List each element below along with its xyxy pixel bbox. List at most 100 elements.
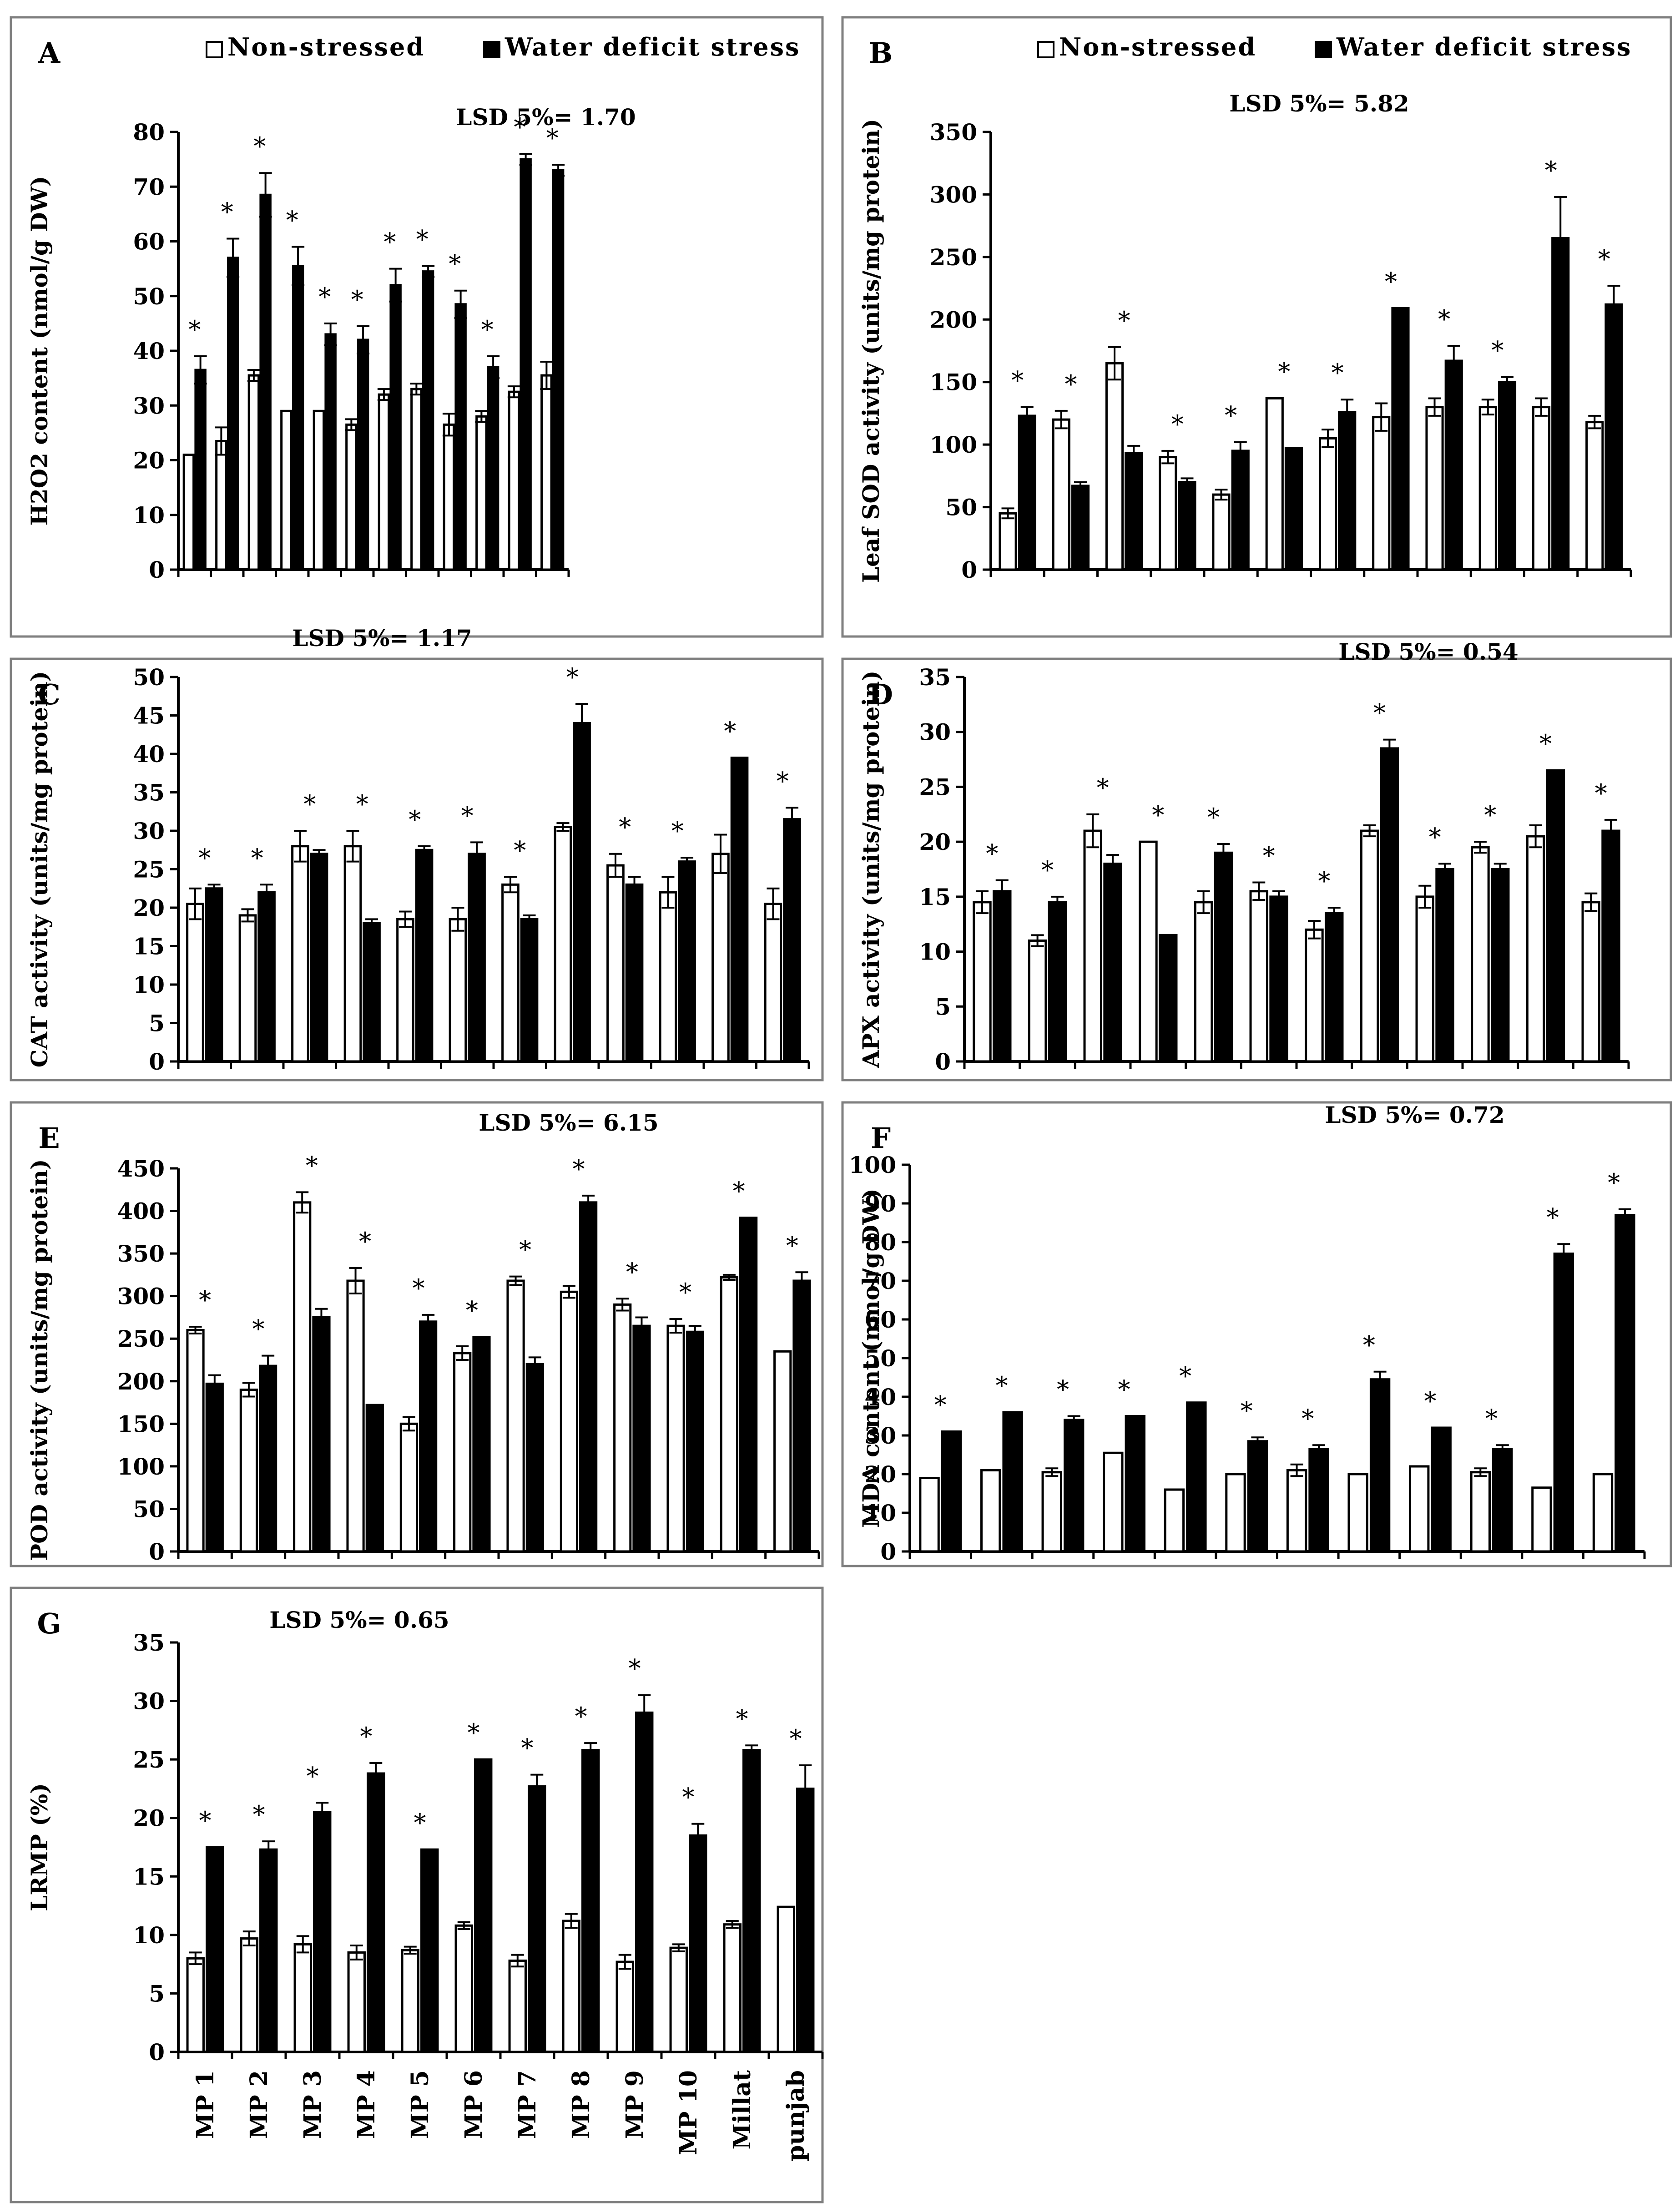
y-tick-label: 35	[133, 1629, 165, 1656]
panel-letter: E	[38, 1122, 60, 1155]
bar-water-deficit-9	[1435, 868, 1454, 1063]
panel-letter: F	[871, 1122, 891, 1155]
significance-star: *	[252, 1315, 265, 1344]
y-axis-label: APX activity (units/mg protein)	[858, 671, 884, 1069]
y-tick-label: 5	[149, 1010, 165, 1037]
bar-non-stressed-4	[1159, 456, 1177, 571]
significance-star: *	[1545, 156, 1557, 185]
y-tick-label: 150	[117, 1410, 165, 1437]
significance-star: *	[253, 132, 266, 161]
bar-water-deficit-3	[1125, 452, 1143, 571]
y-tick-label: 5	[935, 993, 951, 1020]
bar-water-deficit-10	[487, 366, 499, 571]
significance-star: *	[934, 1391, 947, 1420]
lsd-label: LSD 5%= 0.72	[1325, 1101, 1504, 1128]
panel-letter: A	[38, 36, 61, 70]
significance-star: *	[1608, 1168, 1620, 1197]
panel-letter: G	[37, 1607, 61, 1640]
y-axis-label: MDA content (nmol/g DW)	[858, 1188, 884, 1528]
y-tick-label: 15	[133, 1863, 165, 1890]
significance-star: *	[671, 817, 684, 845]
significance-star: *	[1373, 699, 1386, 728]
significance-star: *	[359, 1227, 371, 1256]
bar-non-stressed-1	[186, 903, 204, 1063]
legend-label-non-stressed: Non-stressed	[227, 32, 425, 61]
bar-non-stressed-8	[554, 826, 572, 1063]
y-tick-label: 350	[117, 1240, 165, 1267]
bar-water-deficit-1	[992, 890, 1012, 1063]
bar-water-deficit-7	[1308, 1448, 1329, 1553]
significance-star: *	[1065, 370, 1077, 399]
bar-non-stressed-5	[1164, 1488, 1185, 1553]
bar-water-deficit-10	[678, 860, 696, 1063]
bar-water-deficit-11	[1551, 237, 1570, 571]
bar-water-deficit-3	[1103, 862, 1122, 1063]
bar-non-stressed-4	[1139, 840, 1158, 1063]
bar-water-deficit-6	[474, 1758, 493, 2053]
bar-non-stressed-2	[1052, 418, 1070, 571]
bar-water-deficit-10	[1498, 381, 1517, 571]
significance-star: *	[481, 315, 494, 344]
bar-non-stressed-6	[1225, 1473, 1246, 1553]
y-tick-label: 450	[117, 1155, 165, 1182]
bar-non-stressed-9	[443, 423, 455, 571]
bar-water-deficit-2	[1071, 485, 1090, 571]
bar-non-stressed-12	[540, 374, 553, 571]
bar-non-stressed-4	[343, 845, 362, 1063]
bar-water-deficit-6	[472, 1335, 491, 1553]
bar-water-deficit-11	[520, 158, 532, 571]
bar-water-deficit-9	[454, 303, 467, 571]
panel-frame	[841, 1101, 1672, 1567]
bar-water-deficit-8	[1380, 747, 1399, 1063]
lsd-label: LSD 5%= 0.65	[269, 1607, 449, 1633]
legend-swatch-water-deficit	[1315, 41, 1332, 58]
bar-non-stressed-8	[1360, 829, 1379, 1063]
bar-water-deficit-7	[1338, 411, 1357, 571]
significance-star: *	[199, 1286, 211, 1314]
bar-water-deficit-2	[259, 1848, 278, 2053]
bar-water-deficit-4	[365, 1404, 384, 1553]
significance-star: *	[1595, 779, 1607, 808]
bar-non-stressed-3	[1041, 1471, 1062, 1553]
significance-star: *	[786, 1231, 798, 1260]
lsd-label: LSD 5%= 6.15	[479, 1109, 658, 1136]
significance-star: *	[1041, 856, 1054, 884]
category-label: punjab	[782, 2070, 810, 2162]
category-label: MP 4	[353, 2070, 380, 2139]
significance-star: *	[1278, 357, 1290, 386]
bar-water-deficit-2	[259, 1364, 277, 1553]
bar-non-stressed-6	[454, 1924, 473, 2053]
y-tick-label: 90	[864, 1190, 896, 1217]
bar-water-deficit-7	[525, 1363, 544, 1553]
significance-star: *	[414, 1809, 426, 1837]
significance-star: *	[1547, 1203, 1559, 1232]
significance-star: *	[1598, 245, 1610, 273]
bar-non-stressed-12	[777, 1905, 795, 2053]
bar-water-deficit-7	[1324, 912, 1344, 1063]
bar-non-stressed-3	[293, 1943, 312, 2053]
legend-label-non-stressed: Non-stressed	[1059, 32, 1256, 61]
panel-b: B 0 50 100 150 200 250 300 350 Leaf SOD activity …	[841, 16, 1672, 638]
bar-non-stressed-4	[347, 1951, 366, 2053]
significance-star: *	[461, 801, 474, 830]
bar-non-stressed-8	[1347, 1473, 1368, 1553]
bar-water-deficit-10	[1490, 868, 1510, 1063]
panel-a: A 0 10 20 30 40 50 60 70 80 H2O2 content (nmol/g D…	[10, 16, 824, 638]
significance-star: *	[546, 124, 559, 152]
panel-c: C 0 5 10 15 20 25 30 35 40 45 50 CAT activity (units…	[10, 625, 824, 1081]
y-tick-label: 40	[864, 1384, 896, 1410]
panel-e: E 0 50 100 150 200 250 300 350 400 450 POD activity…	[10, 1101, 824, 1567]
bar-non-stressed-10	[1470, 1471, 1491, 1553]
bar-non-stressed-7	[1305, 928, 1324, 1063]
panel-letter: C	[38, 678, 60, 711]
bar-non-stressed-2	[240, 1937, 258, 2053]
bar-water-deficit-6	[1247, 1440, 1268, 1553]
bar-water-deficit-6	[468, 853, 486, 1063]
bar-non-stressed-11	[711, 853, 730, 1063]
significance-star: *	[1485, 1404, 1498, 1433]
y-tick-label: 80	[133, 119, 165, 146]
bar-water-deficit-12	[796, 1787, 815, 2053]
bar-non-stressed-3	[1105, 362, 1124, 571]
significance-star: *	[682, 1783, 695, 1812]
y-tick-label: 70	[133, 173, 165, 200]
